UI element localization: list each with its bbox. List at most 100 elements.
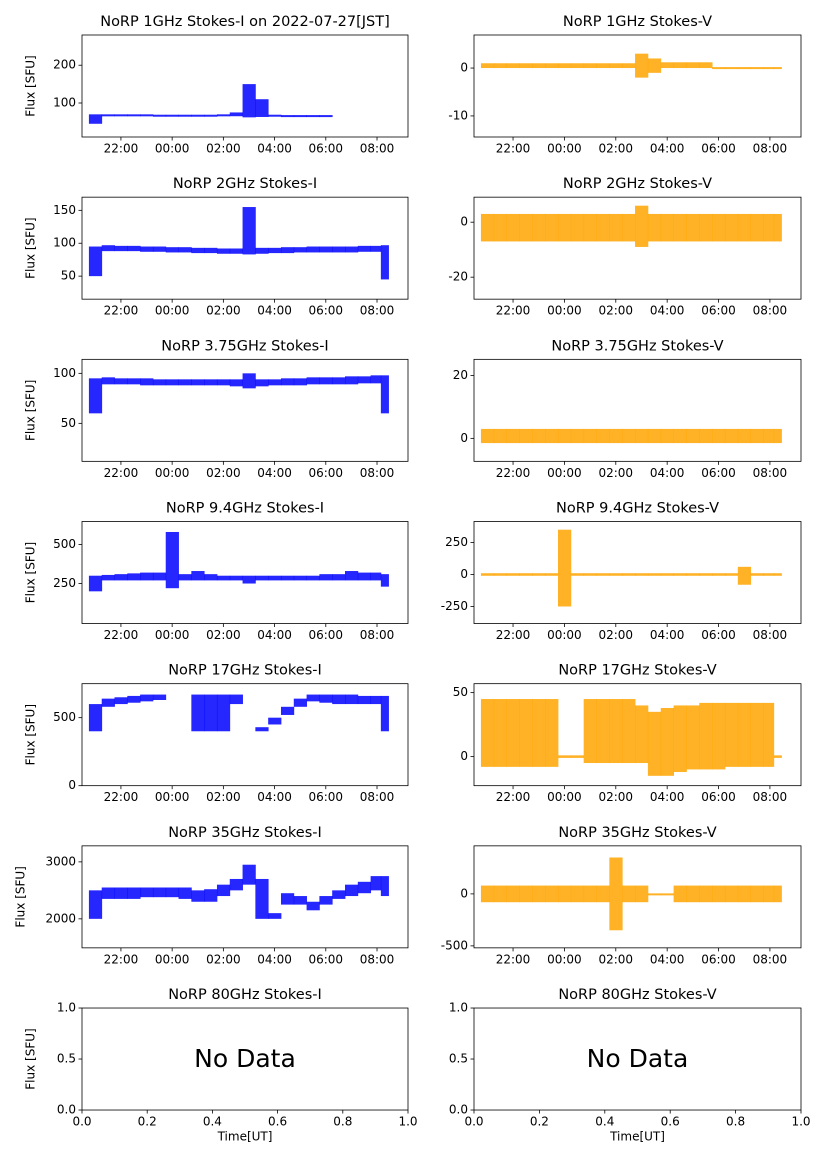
- marks: [88, 531, 389, 592]
- data-band: [480, 885, 495, 903]
- data-band: [737, 566, 752, 585]
- y-tick-label: -10: [448, 108, 468, 122]
- panel-title: NoRP 35GHz Stokes-I: [168, 825, 322, 841]
- data-band: [88, 575, 103, 592]
- x-tick-label: 08:00: [360, 304, 395, 318]
- data-band: [699, 213, 713, 242]
- x-axis-label: Time[UT]: [609, 1130, 665, 1144]
- data-band: [140, 887, 154, 898]
- data-band: [557, 428, 572, 444]
- data-band: [570, 573, 585, 576]
- axes-frame: [81, 358, 409, 462]
- data-band: [532, 885, 546, 903]
- data-band: [480, 63, 495, 69]
- data-band: [114, 697, 128, 705]
- x-tick-label: 04:00: [257, 466, 292, 480]
- x-tick-label: 08:00: [360, 790, 395, 804]
- data-band: [493, 63, 508, 69]
- data-band: [724, 885, 739, 903]
- data-band: [596, 428, 610, 444]
- x-tick-label: 04:00: [257, 952, 292, 966]
- data-band: [127, 887, 141, 899]
- marks: [480, 529, 782, 607]
- data-band: [204, 694, 218, 732]
- x-axis-label: Time[UT]: [217, 1130, 273, 1144]
- data-band: [140, 114, 154, 117]
- x-tick-label: 1.0: [398, 1115, 417, 1129]
- data-band: [345, 376, 359, 385]
- x-tick-label: 02:00: [598, 142, 633, 156]
- data-band: [380, 245, 389, 280]
- data-band: [370, 245, 382, 252]
- data-band: [506, 885, 520, 903]
- marks: [480, 205, 782, 247]
- data-band: [280, 893, 295, 905]
- data-band: [480, 213, 495, 242]
- y-tick-label: 500: [53, 710, 76, 724]
- data-band: [699, 428, 713, 444]
- data-band: [370, 695, 382, 705]
- data-band: [101, 377, 115, 385]
- data-band: [306, 901, 320, 911]
- panel-title: NoRP 1GHz Stokes-I on 2022-07-27[JST]: [100, 14, 390, 30]
- data-band: [191, 890, 205, 902]
- data-band: [737, 428, 752, 444]
- data-band: [268, 913, 282, 919]
- x-tick-label: 06:00: [701, 466, 736, 480]
- data-band: [306, 115, 320, 118]
- x-tick-label: 0.6: [661, 1115, 680, 1129]
- data-band: [647, 711, 662, 776]
- x-tick-label: 02:00: [206, 142, 241, 156]
- x-tick-label: 02:00: [598, 628, 633, 642]
- y-tick-label: 2000: [45, 911, 76, 925]
- x-tick-label: 00:00: [155, 304, 190, 318]
- data-band: [242, 864, 256, 885]
- data-band: [280, 706, 295, 715]
- data-band: [204, 379, 218, 386]
- data-band: [332, 377, 346, 385]
- y-tick-label: 0: [460, 431, 468, 445]
- data-band: [773, 213, 782, 242]
- data-band: [493, 885, 508, 903]
- x-tick-label: 22:00: [496, 952, 531, 966]
- data-band: [114, 378, 128, 385]
- data-band: [306, 694, 320, 702]
- data-band: [370, 876, 382, 891]
- axes-frame: [473, 358, 802, 462]
- data-band: [319, 896, 333, 905]
- data-band: [570, 63, 585, 69]
- x-tick-label: 00:00: [547, 790, 582, 804]
- y-tick-label: -20: [448, 270, 468, 284]
- x-tick-label: 02:00: [206, 628, 241, 642]
- x-tick-label: 06:00: [701, 628, 736, 642]
- y-tick-label: 0: [460, 61, 468, 75]
- data-band: [660, 428, 674, 444]
- data-band: [114, 574, 128, 581]
- data-band: [152, 694, 167, 700]
- data-band: [622, 63, 636, 69]
- data-band: [583, 63, 597, 69]
- data-band: [724, 702, 739, 767]
- y-tick-label: -250: [441, 599, 468, 613]
- data-band: [660, 573, 674, 576]
- y-tick-label: 100: [53, 96, 76, 110]
- y-tick-label: 0.5: [57, 1052, 76, 1066]
- data-band: [519, 213, 533, 242]
- data-band: [583, 699, 597, 764]
- data-band: [268, 114, 282, 117]
- data-band: [635, 53, 649, 78]
- x-tick-label: 06:00: [308, 304, 343, 318]
- panel-title: NoRP 2GHz Stokes-I: [173, 176, 317, 192]
- x-tick-label: 02:00: [598, 790, 633, 804]
- x-tick-label: 04:00: [257, 304, 292, 318]
- x-tick-label: 08:00: [753, 466, 788, 480]
- data-band: [545, 63, 559, 69]
- panel: NoRP 9.4GHz Stokes-V 22:00 00:00 02:00 04:00…: [441, 501, 802, 642]
- data-band: [229, 575, 243, 581]
- data-band: [635, 428, 649, 444]
- data-band: [583, 213, 597, 242]
- data-band: [763, 213, 775, 242]
- data-band: [773, 67, 782, 70]
- data-band: [165, 379, 179, 386]
